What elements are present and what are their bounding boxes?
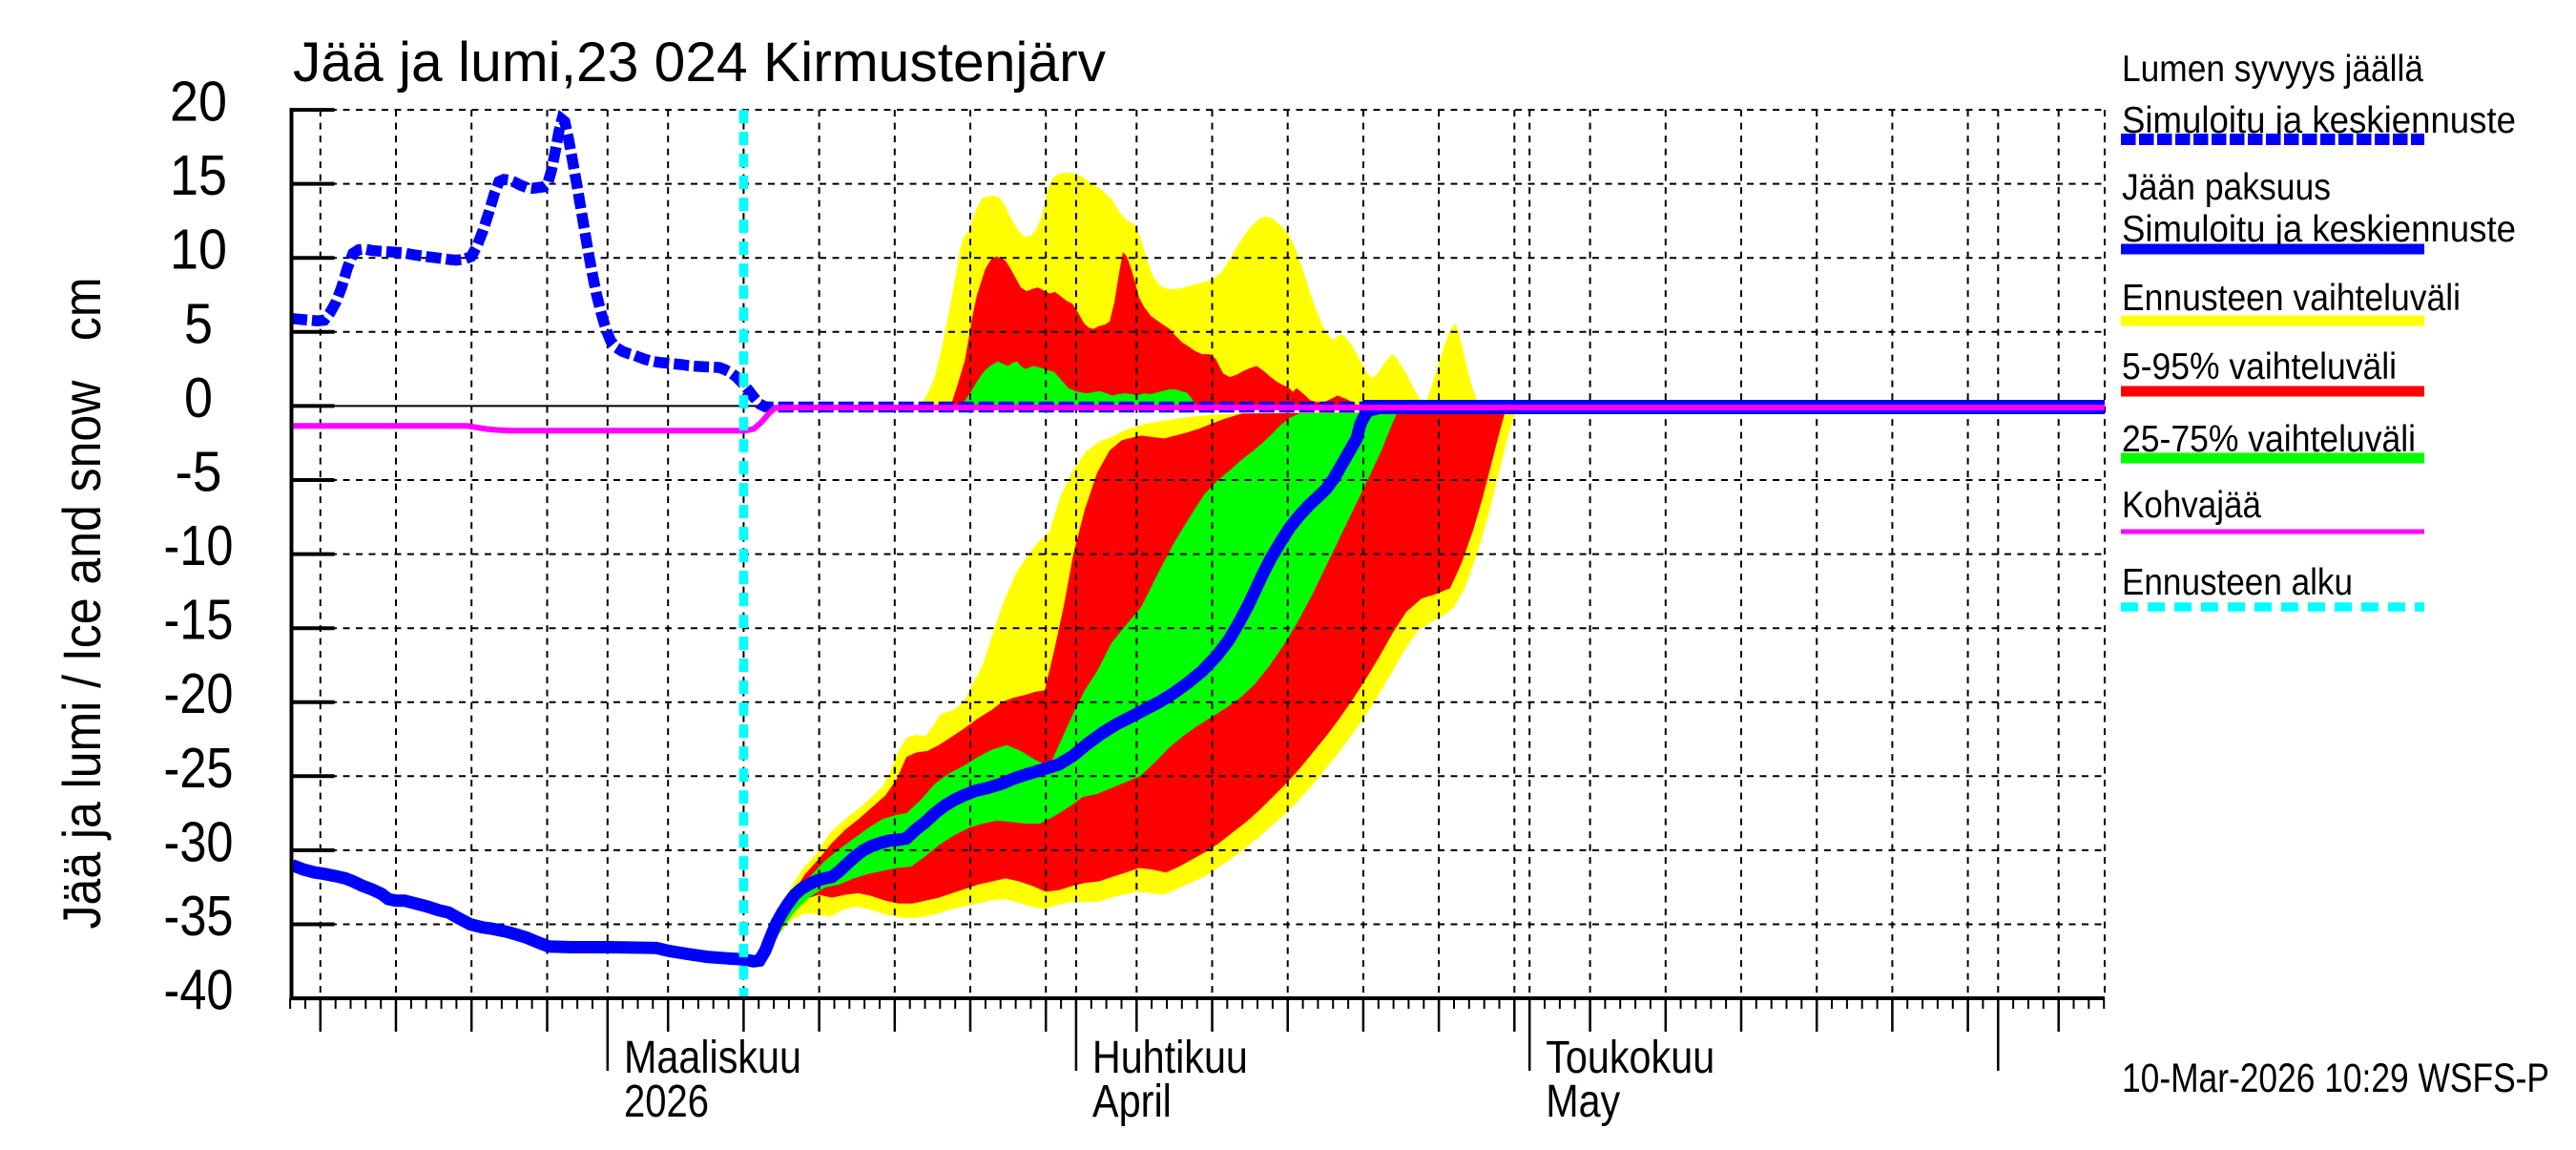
svg-text:20: 20: [170, 71, 227, 134]
svg-text:15: 15: [170, 144, 227, 207]
svg-text:5: 5: [184, 292, 213, 355]
svg-text:Lumen syvyys jäällä: Lumen syvyys jäällä: [2122, 49, 2423, 90]
svg-text:Ennusteen vaihteluväli: Ennusteen vaihteluväli: [2122, 278, 2461, 319]
svg-text:0: 0: [184, 366, 213, 429]
svg-text:-20: -20: [164, 662, 234, 725]
svg-text:-35: -35: [164, 885, 234, 948]
svg-text:-40: -40: [164, 959, 234, 1022]
svg-text:2026: 2026: [624, 1077, 709, 1127]
svg-text:-30: -30: [164, 810, 234, 873]
svg-text:Maaliskuu: Maaliskuu: [624, 1033, 801, 1083]
svg-text:Toukokuu: Toukokuu: [1546, 1033, 1714, 1083]
svg-text:Simuloitu ja keskiennuste: Simuloitu ja keskiennuste: [2122, 209, 2516, 250]
svg-text:Ennusteen alku: Ennusteen alku: [2122, 562, 2353, 603]
svg-text:10-Mar-2026 10:29 WSFS-P: 10-Mar-2026 10:29 WSFS-P: [2122, 1056, 2549, 1101]
svg-text:-10: -10: [164, 514, 234, 577]
svg-text:Jään paksuus: Jään paksuus: [2122, 167, 2331, 208]
svg-text:Kohvajää: Kohvajää: [2122, 485, 2261, 526]
svg-text:-25: -25: [164, 737, 234, 800]
svg-text:10: 10: [170, 219, 227, 282]
svg-text:Huhtikuu: Huhtikuu: [1092, 1033, 1248, 1083]
svg-text:May: May: [1546, 1077, 1620, 1127]
svg-text:Jää ja lumi / Ice and snow c: Jää ja lumi / Ice and snow cm: [52, 278, 112, 930]
svg-text:-5: -5: [176, 441, 222, 504]
svg-text:5-95% vaihteluväli: 5-95% vaihteluväli: [2122, 346, 2397, 387]
svg-text:-15: -15: [164, 589, 234, 652]
svg-text:Jää ja lumi,23 024 Kirmustenjä: Jää ja lumi,23 024 Kirmustenjärv: [293, 31, 1106, 94]
svg-text:April: April: [1092, 1077, 1172, 1127]
